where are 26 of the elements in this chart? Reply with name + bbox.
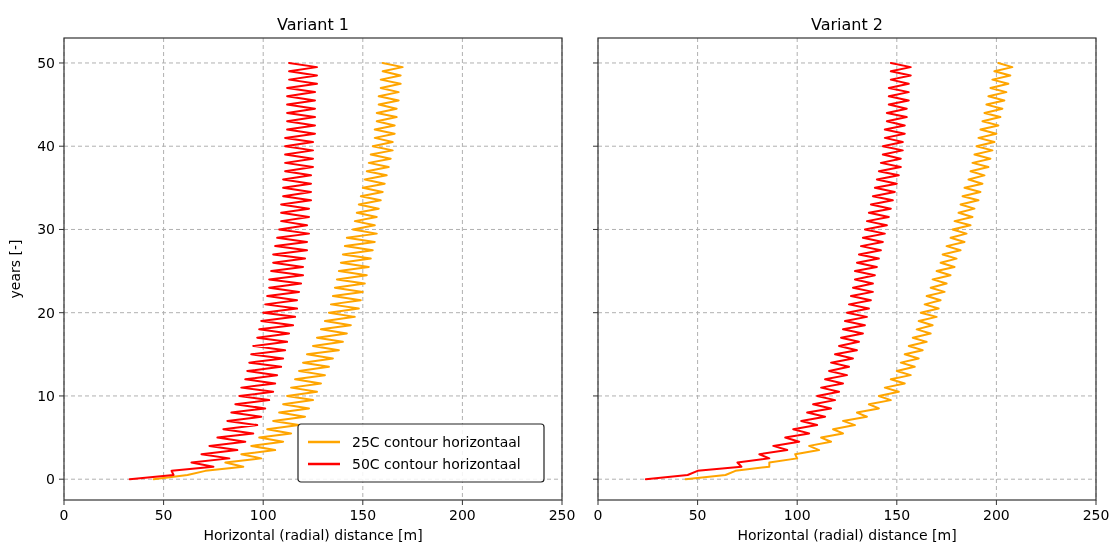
x-tick-label: 200 xyxy=(983,507,1010,523)
y-tick-label: 0 xyxy=(46,471,55,488)
x-tick-label: 150 xyxy=(349,507,377,523)
x-tick-label: 150 xyxy=(883,507,911,523)
y-tick-label: 40 xyxy=(37,138,55,155)
chart-title: Variant 2 xyxy=(810,15,884,34)
y-tick-label: 30 xyxy=(37,221,55,238)
x-tick-label: 50 xyxy=(688,507,707,523)
line-series xyxy=(128,61,318,481)
chart-title: Variant 1 xyxy=(276,15,350,34)
x-tick-label: 0 xyxy=(593,507,603,523)
x-tick-label: 50 xyxy=(154,507,173,523)
x-tick-label: 250 xyxy=(1082,507,1110,523)
legend-label: 50C contour horizontaal xyxy=(352,456,521,472)
y-axis-title: years [-] xyxy=(7,239,23,299)
x-axis-title: Horizontal (radial) distance [m] xyxy=(737,527,957,543)
x-axis-title: Horizontal (radial) distance [m] xyxy=(203,527,423,543)
x-tick-label: 250 xyxy=(548,507,576,523)
y-tick-label: 50 xyxy=(37,54,55,71)
x-tick-label: 100 xyxy=(249,507,277,523)
x-tick-label: 0 xyxy=(59,507,69,523)
y-tick-label: 10 xyxy=(37,387,55,404)
legend-label: 25C contour horizontaal xyxy=(352,434,521,450)
x-tick-label: 100 xyxy=(783,507,811,523)
x-tick-label: 200 xyxy=(449,507,476,523)
y-tick-label: 20 xyxy=(37,304,55,321)
